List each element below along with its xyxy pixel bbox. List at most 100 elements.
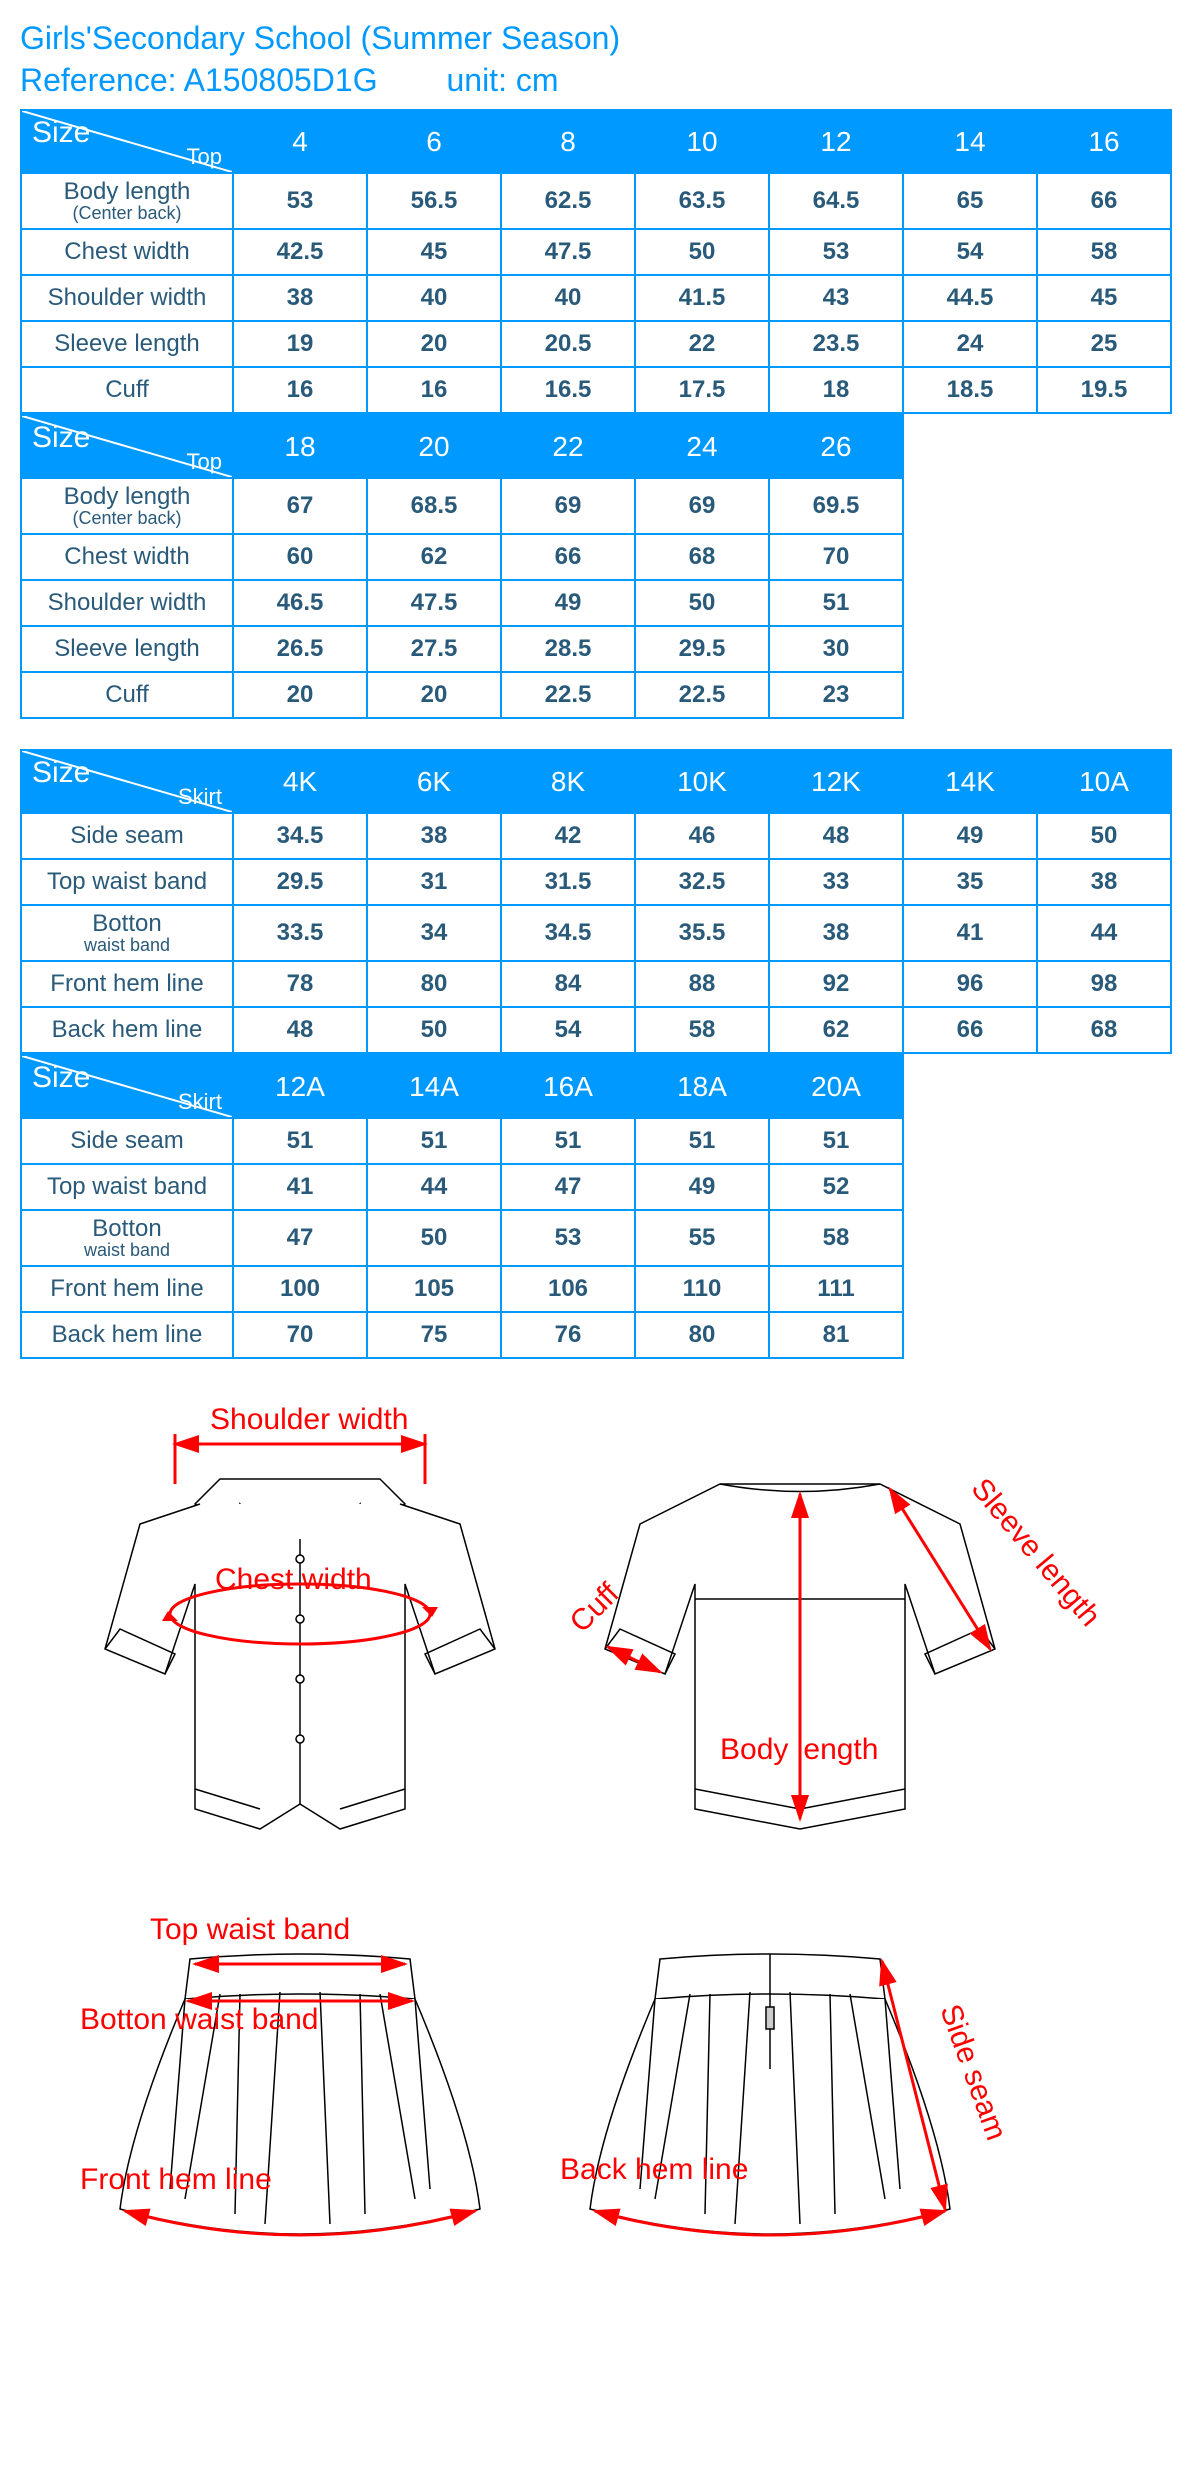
data-cell: 24 (903, 321, 1037, 367)
data-cell: 48 (769, 813, 903, 859)
data-cell: 70 (233, 1312, 367, 1358)
data-cell: 20 (367, 321, 501, 367)
data-cell: 23 (769, 672, 903, 718)
data-cell: 53 (501, 1210, 635, 1266)
data-cell: 38 (367, 813, 501, 859)
data-cell: 50 (635, 229, 769, 275)
row-label: Shoulder width (21, 275, 233, 321)
data-cell: 23.5 (769, 321, 903, 367)
table-row: Back hem line7075768081 (21, 1312, 903, 1358)
data-cell: 62.5 (501, 173, 635, 229)
data-cell: 18.5 (903, 367, 1037, 413)
size-col: 6K (367, 750, 501, 813)
shoulder-width-label: Shoulder width (210, 1403, 408, 1436)
data-cell: 18 (769, 367, 903, 413)
data-cell: 44 (367, 1164, 501, 1210)
data-cell: 41.5 (635, 275, 769, 321)
data-cell: 50 (367, 1210, 501, 1266)
data-cell: 78 (233, 961, 367, 1007)
data-cell: 19.5 (1037, 367, 1171, 413)
data-cell: 33.5 (233, 905, 367, 961)
size-col: 4 (233, 110, 367, 173)
data-cell: 110 (635, 1266, 769, 1312)
size-col: 12K (769, 750, 903, 813)
data-cell: 80 (367, 961, 501, 1007)
data-cell: 34 (367, 905, 501, 961)
data-cell: 20 (367, 672, 501, 718)
row-label: Top waist band (21, 1164, 233, 1210)
table-row: Front hem line78808488929698 (21, 961, 1171, 1007)
size-col: 4K (233, 750, 367, 813)
data-cell: 62 (769, 1007, 903, 1053)
data-cell: 17.5 (635, 367, 769, 413)
data-cell: 51 (367, 1118, 501, 1164)
data-cell: 48 (233, 1007, 367, 1053)
data-cell: 64.5 (769, 173, 903, 229)
size-table-top_table_2: SizeTop1820222426Body length(Center back… (20, 414, 904, 719)
data-cell: 62 (367, 534, 501, 580)
size-col: 16A (501, 1055, 635, 1118)
data-cell: 50 (1037, 813, 1171, 859)
data-cell: 69.5 (769, 478, 903, 534)
data-cell: 80 (635, 1312, 769, 1358)
row-label: Cuff (21, 367, 233, 413)
row-label: Back hem line (21, 1007, 233, 1053)
data-cell: 16 (233, 367, 367, 413)
data-cell: 96 (903, 961, 1037, 1007)
data-cell: 55 (635, 1210, 769, 1266)
size-table-top_table_1: SizeTop46810121416Body length(Center bac… (20, 109, 1172, 414)
data-cell: 75 (367, 1312, 501, 1358)
row-label: Chest width (21, 229, 233, 275)
data-cell: 16 (367, 367, 501, 413)
top-waist-band-label: Top waist band (150, 1913, 350, 1946)
data-cell: 70 (769, 534, 903, 580)
data-cell: 53 (233, 173, 367, 229)
data-cell: 68.5 (367, 478, 501, 534)
size-col: 18A (635, 1055, 769, 1118)
size-col: 12 (769, 110, 903, 173)
size-col: 10A (1037, 750, 1171, 813)
data-cell: 51 (501, 1118, 635, 1164)
size-table-skirt_table_2: SizeSkirt12A14A16A18A20ASide seam5151515… (20, 1054, 904, 1359)
data-cell: 44 (1037, 905, 1171, 961)
data-cell: 22.5 (501, 672, 635, 718)
data-cell: 47.5 (367, 580, 501, 626)
chest-width-label: Chest width (215, 1563, 372, 1596)
page-subtitle: Reference: A150805D1G unit: cm (20, 62, 1180, 99)
row-label: Chest width (21, 534, 233, 580)
size-col: 24 (635, 415, 769, 478)
data-cell: 38 (1037, 859, 1171, 905)
row-label: Shoulder width (21, 580, 233, 626)
front-hem-line-label: Front hem line (80, 2163, 272, 2196)
data-cell: 52 (769, 1164, 903, 1210)
table-row: Front hem line100105106110111 (21, 1266, 903, 1312)
data-cell: 41 (233, 1164, 367, 1210)
table-row: Shoulder width38404041.54344.545 (21, 275, 1171, 321)
back-hem-line-label: Back hem line (560, 2153, 748, 2186)
data-cell: 49 (903, 813, 1037, 859)
data-cell: 26.5 (233, 626, 367, 672)
table-row: Cuff202022.522.523 (21, 672, 903, 718)
side-seam-label: Side seam (933, 2000, 1012, 2144)
data-cell: 20 (233, 672, 367, 718)
data-cell: 46.5 (233, 580, 367, 626)
data-cell: 58 (769, 1210, 903, 1266)
size-col: 16 (1037, 110, 1171, 173)
size-col: 8 (501, 110, 635, 173)
data-cell: 51 (233, 1118, 367, 1164)
row-label: Sleeve length (21, 321, 233, 367)
data-cell: 106 (501, 1266, 635, 1312)
data-cell: 92 (769, 961, 903, 1007)
data-cell: 58 (1037, 229, 1171, 275)
data-cell: 28.5 (501, 626, 635, 672)
data-cell: 88 (635, 961, 769, 1007)
data-cell: 25 (1037, 321, 1171, 367)
data-cell: 41 (903, 905, 1037, 961)
data-cell: 51 (769, 1118, 903, 1164)
table-row: Cuff161616.517.51818.519.5 (21, 367, 1171, 413)
data-cell: 49 (635, 1164, 769, 1210)
table-row: Back hem line48505458626668 (21, 1007, 1171, 1053)
data-cell: 65 (903, 173, 1037, 229)
size-table-skirt_table_1: SizeSkirt4K6K8K10K12K14K10ASide seam34.5… (20, 749, 1172, 1054)
data-cell: 33 (769, 859, 903, 905)
